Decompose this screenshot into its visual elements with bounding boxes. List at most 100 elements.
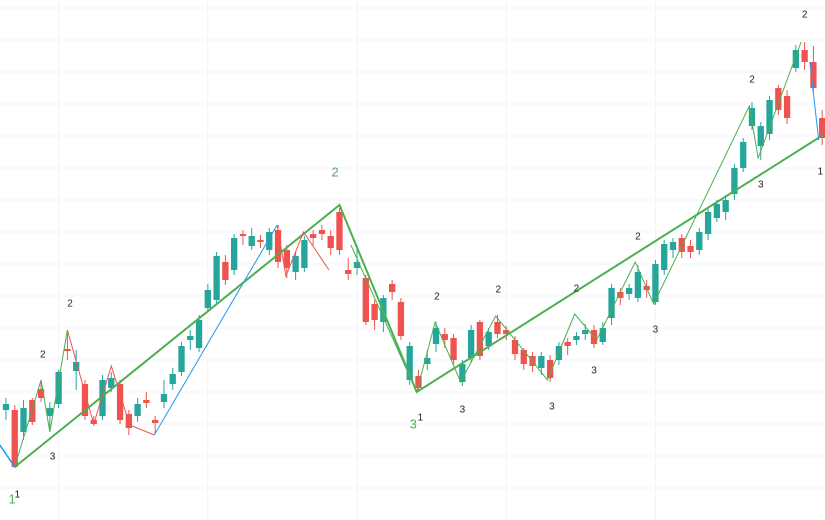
wave-line — [350, 41, 802, 394]
wave-label: 3 — [410, 416, 417, 431]
wave-label: 2 — [331, 164, 338, 179]
candle-body — [336, 212, 343, 250]
wave-label: 2 — [40, 350, 46, 361]
wave-line — [14, 329, 68, 468]
candle-body — [353, 262, 361, 268]
candle-body — [494, 322, 501, 334]
candle-body — [2, 404, 10, 410]
candle-body — [783, 96, 791, 118]
wave-label: 2 — [635, 232, 641, 243]
candle-body — [318, 230, 326, 234]
candle-body — [327, 236, 334, 248]
candle-body — [599, 328, 606, 342]
candle-body — [801, 50, 808, 62]
candle-body — [309, 234, 317, 238]
wave-line — [14, 134, 824, 468]
wave-label: 2 — [434, 292, 440, 303]
candle-body — [748, 108, 756, 126]
candle-body — [195, 320, 203, 348]
candle-body — [257, 240, 264, 242]
candle-body — [740, 142, 747, 168]
candle-body — [652, 264, 659, 302]
candle-body — [459, 364, 466, 382]
candle-body — [713, 204, 721, 218]
candle-body — [573, 336, 580, 340]
candle-body — [757, 126, 764, 146]
candle-body — [116, 384, 124, 420]
candle-body — [520, 350, 527, 364]
candle-body — [564, 342, 571, 346]
candle-body — [20, 408, 27, 432]
candle-body — [134, 404, 141, 416]
candle-body — [55, 372, 62, 404]
wave-label: 2 — [496, 285, 502, 296]
candle-body — [608, 288, 615, 318]
candle-body — [546, 360, 554, 378]
candle-body — [301, 240, 308, 268]
wave-label: 2 — [802, 10, 808, 21]
candle-body — [582, 330, 589, 334]
candle-body — [29, 400, 36, 422]
wave-label: 1 — [8, 491, 15, 506]
wave-label: 2 — [749, 75, 755, 86]
candle-body — [160, 394, 168, 402]
candle-body — [362, 278, 369, 322]
wave-line — [0, 444, 16, 468]
wave-label: 2 — [574, 284, 580, 295]
candle-body — [248, 236, 255, 246]
wave-label: 3 — [460, 405, 466, 416]
candle-body — [283, 250, 290, 268]
candle-body — [538, 356, 545, 368]
candle-body — [143, 400, 150, 403]
candle-body — [213, 256, 220, 300]
candle-body — [503, 330, 510, 334]
candle-body — [810, 62, 817, 88]
candle-body — [108, 378, 115, 388]
candle-body — [625, 288, 633, 294]
candle-body — [204, 290, 211, 308]
candle-body — [11, 410, 18, 467]
candle-body — [424, 358, 431, 364]
candle-body — [178, 346, 185, 372]
candle-body — [81, 384, 89, 416]
candle-body — [766, 100, 773, 134]
wave-label: 1 — [818, 167, 824, 178]
candle-body — [696, 232, 703, 250]
candle-body — [397, 302, 405, 336]
candle-body — [687, 246, 694, 252]
candle-body — [792, 50, 800, 68]
candle-body — [704, 212, 712, 234]
wave-line — [66, 329, 155, 436]
candle-body — [99, 380, 106, 416]
candle-body — [661, 244, 668, 270]
candle-body — [37, 389, 45, 398]
candle-body — [239, 234, 247, 236]
candle-body — [617, 292, 624, 298]
candle-body — [634, 272, 642, 298]
candle-body — [292, 256, 299, 272]
wave-label: 3 — [50, 452, 56, 463]
wave-label: 1 — [417, 413, 423, 424]
wave-label: 1 — [15, 490, 21, 501]
candle-body — [511, 340, 519, 354]
candle-body — [231, 238, 238, 270]
candle-body — [152, 420, 159, 423]
wave-label: 3 — [653, 325, 659, 336]
candle-body — [819, 118, 825, 138]
wave-line — [276, 224, 330, 278]
wave-label: 3 — [591, 366, 597, 377]
candle-body — [450, 338, 457, 360]
candle-body — [274, 230, 282, 262]
candle-body — [467, 330, 475, 358]
candle-body — [371, 304, 378, 320]
wave-line — [153, 224, 278, 436]
candle-body — [441, 334, 448, 340]
candle-body — [406, 346, 413, 380]
wave-line — [809, 61, 820, 141]
candle-body — [432, 328, 440, 344]
candle-body — [73, 362, 80, 371]
wave-label: 3 — [758, 180, 764, 191]
candle-body — [415, 376, 422, 388]
candle-body — [722, 200, 729, 212]
candle-body — [187, 336, 194, 340]
